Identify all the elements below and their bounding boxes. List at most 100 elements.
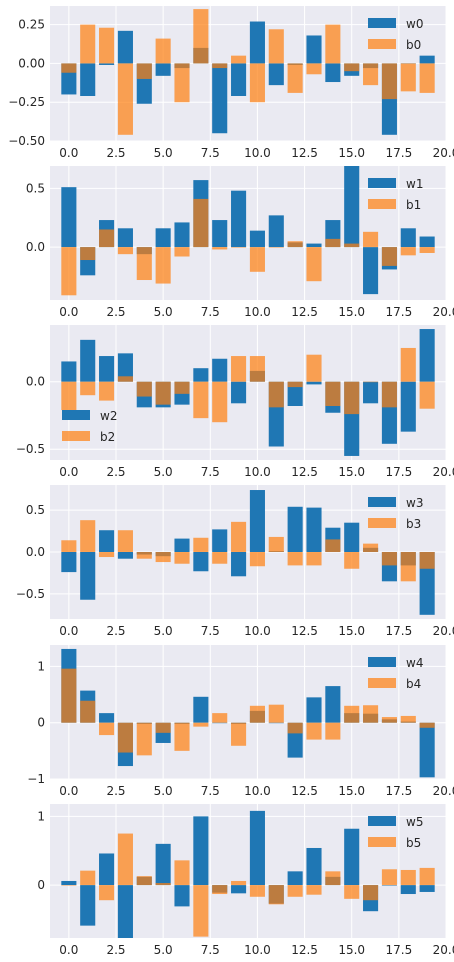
bar-b2-11 bbox=[268, 381, 284, 408]
bar-b0-12 bbox=[287, 63, 303, 93]
y-tick-label: 0.0 bbox=[26, 545, 45, 559]
legend: w5 b5 bbox=[368, 815, 423, 850]
bar-b0-15 bbox=[344, 63, 360, 72]
bar-w1-8 bbox=[212, 220, 228, 248]
bar-b3-7 bbox=[193, 537, 209, 552]
bar-b2-9 bbox=[231, 356, 247, 382]
y-tick-label: 1 bbox=[37, 659, 45, 673]
x-tick-label: 5.0 bbox=[154, 624, 173, 638]
bar-b5-2 bbox=[99, 885, 115, 901]
bar-w3-2 bbox=[99, 530, 115, 552]
bar-w0-8 bbox=[212, 63, 228, 134]
x-tick-label: 7.5 bbox=[201, 943, 220, 957]
legend-swatch-b4 bbox=[368, 678, 396, 688]
bar-b4-3 bbox=[117, 722, 133, 753]
bar-b3-9 bbox=[231, 521, 247, 552]
x-tick-label: 17.5 bbox=[385, 624, 412, 638]
bar-b4-10 bbox=[249, 705, 265, 723]
x-tick-label: 2.5 bbox=[106, 943, 125, 957]
bar-b4-18 bbox=[400, 715, 416, 723]
bar-w0-10 bbox=[249, 21, 265, 64]
bar-b4-12 bbox=[287, 722, 303, 734]
x-tick-label: 2.5 bbox=[106, 305, 125, 319]
bar-w2-7 bbox=[193, 368, 209, 382]
bar-b4-5 bbox=[155, 722, 171, 733]
legend-swatch-w5 bbox=[368, 816, 396, 826]
bar-b1-5 bbox=[155, 247, 171, 284]
bar-b1-15 bbox=[344, 243, 360, 248]
bar-b2-15 bbox=[344, 381, 360, 415]
x-tick-label: 12.5 bbox=[291, 624, 318, 638]
bar-b3-19 bbox=[419, 552, 435, 569]
bars bbox=[61, 329, 435, 456]
y-tick-label: 0.5 bbox=[26, 181, 45, 195]
bar-b4-11 bbox=[268, 704, 284, 723]
bar-w0-14 bbox=[325, 63, 341, 83]
bar-w1-13 bbox=[306, 243, 322, 248]
bar-b1-8 bbox=[212, 247, 228, 250]
y-tick-label: 0 bbox=[37, 716, 45, 730]
bar-b5-10 bbox=[249, 885, 265, 897]
bar-b4-4 bbox=[136, 722, 152, 756]
bar-w3-1 bbox=[80, 552, 96, 600]
bar-w2-2 bbox=[99, 356, 115, 382]
bar-b4-17 bbox=[381, 717, 397, 723]
bar-w3-15 bbox=[344, 522, 360, 552]
bar-b2-4 bbox=[136, 381, 152, 397]
bar-b3-17 bbox=[381, 552, 397, 566]
bars bbox=[61, 166, 435, 296]
bar-b5-17 bbox=[381, 869, 397, 886]
x-tick-label: 2.5 bbox=[106, 465, 125, 479]
bar-b4-15 bbox=[344, 705, 360, 723]
bar-w3-7 bbox=[193, 552, 209, 572]
x-tick-label: 20.0 bbox=[433, 943, 454, 957]
x-tick-label: 0.0 bbox=[59, 784, 78, 798]
bar-b1-10 bbox=[249, 247, 265, 272]
bar-b2-16 bbox=[363, 381, 379, 383]
bar-b2-18 bbox=[400, 347, 416, 382]
x-tick-label: 0.0 bbox=[59, 146, 78, 160]
x-tick-label: 12.5 bbox=[291, 146, 318, 160]
bar-b2-5 bbox=[155, 381, 171, 405]
bar-b0-14 bbox=[325, 24, 341, 64]
legend-label-w4: w4 bbox=[406, 656, 423, 670]
legend: w2 b2 bbox=[62, 409, 117, 444]
bar-b0-16 bbox=[363, 63, 379, 86]
bar-w2-1 bbox=[80, 339, 96, 382]
x-tick-label: 0.0 bbox=[59, 624, 78, 638]
legend-swatch-b0 bbox=[368, 39, 396, 49]
bar-b4-2 bbox=[99, 722, 115, 736]
bar-b2-14 bbox=[325, 381, 341, 406]
bar-b2-1 bbox=[80, 381, 96, 396]
x-tick-label: 12.5 bbox=[291, 465, 318, 479]
x-tick-label: 15.0 bbox=[338, 943, 365, 957]
x-tick-label: 17.5 bbox=[385, 784, 412, 798]
bar-w2-0 bbox=[61, 361, 77, 382]
bar-w1-6 bbox=[174, 222, 190, 248]
x-tick-label: 12.5 bbox=[291, 784, 318, 798]
bar-b0-0 bbox=[61, 63, 77, 73]
x-tick-label: 5.0 bbox=[154, 465, 173, 479]
y-tick-label: −0.5 bbox=[16, 587, 45, 601]
x-tick-label: 5.0 bbox=[154, 305, 173, 319]
bar-w2-12 bbox=[287, 381, 303, 406]
subplot-3: 0.0 2.5 5.0 7.5 10.0 12.5 15.0 17.5 20.0 0.5 0.0 −0… bbox=[16, 485, 454, 638]
x-tick-label: 10.0 bbox=[244, 943, 271, 957]
bar-b1-13 bbox=[306, 247, 322, 282]
bar-w1-18 bbox=[400, 228, 416, 248]
bar-w5-10 bbox=[249, 810, 265, 886]
bar-b1-7 bbox=[193, 198, 209, 248]
bar-b2-17 bbox=[381, 381, 397, 408]
bar-b0-13 bbox=[306, 63, 322, 75]
bar-w0-5 bbox=[155, 63, 171, 76]
bar-b0-1 bbox=[80, 24, 96, 64]
subplot-1: 0.0 2.5 5.0 7.5 10.0 12.5 15.0 17.5 20.0 0.5 0.0 w1… bbox=[26, 166, 454, 319]
bar-w2-19 bbox=[419, 329, 435, 382]
bar-b0-18 bbox=[400, 63, 416, 92]
x-tick-label: 7.5 bbox=[201, 146, 220, 160]
bar-b1-4 bbox=[136, 247, 152, 281]
bar-b3-4 bbox=[136, 552, 152, 559]
x-tick-label: 10.0 bbox=[244, 305, 271, 319]
x-tick-label: 17.5 bbox=[385, 146, 412, 160]
bar-b0-11 bbox=[268, 29, 284, 64]
